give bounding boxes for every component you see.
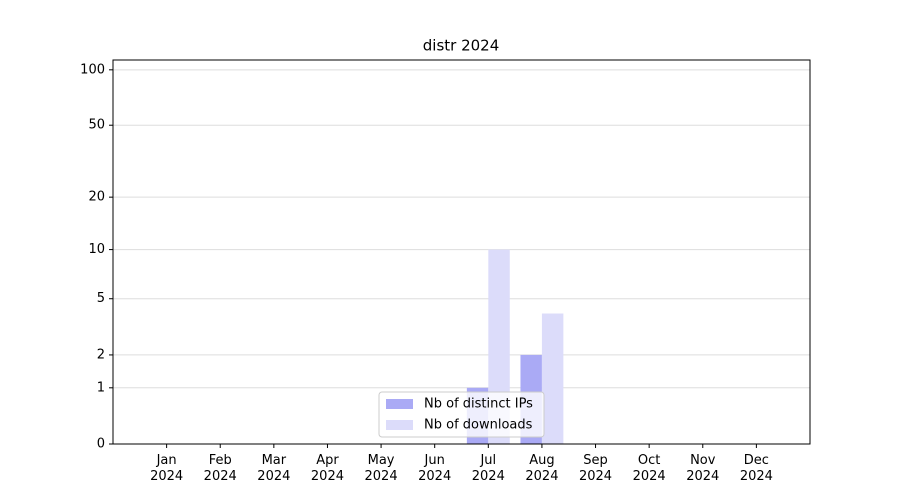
legend: Nb of distinct IPs Nb of downloads [378, 391, 545, 438]
chart-title: distr 2024 [423, 37, 500, 55]
x-tick-label: Aug 2024 [525, 453, 559, 484]
y-tick-label: 50 [88, 118, 105, 133]
legend-box [378, 391, 545, 438]
y-tick-label: 5 [97, 291, 105, 306]
x-tick-label: Sep 2024 [578, 453, 613, 484]
x-tick-label: Oct 2024 [632, 453, 666, 484]
y-tick-label: 10 [88, 242, 105, 257]
y-tick-label: 20 [88, 190, 105, 205]
legend-label: Nb of downloads [424, 418, 533, 433]
legend-swatch [386, 399, 413, 409]
y-tick-label: 0 [97, 437, 105, 452]
x-tick-label: Jun 2024 [418, 453, 452, 484]
x-tick-label: Jul 2024 [471, 453, 505, 484]
x-tick-label: Apr 2024 [310, 453, 344, 484]
legend-swatch [386, 420, 413, 430]
legend-label: Nb of distinct IPs [424, 397, 533, 412]
y-tick-label: 1 [97, 380, 105, 395]
y-tick-label: 2 [97, 347, 105, 362]
x-tick-label: Dec 2024 [739, 453, 773, 484]
x-tick-label: Jan 2024 [150, 453, 184, 484]
plot-frame [112, 59, 811, 445]
y-tick-label: 100 [80, 62, 105, 77]
x-tick-label: Feb 2024 [203, 453, 237, 484]
x-tick-label: Mar 2024 [257, 453, 291, 484]
x-tick-label: May 2024 [364, 453, 398, 484]
bar [541, 313, 564, 444]
x-tick-label: Nov 2024 [686, 453, 720, 484]
